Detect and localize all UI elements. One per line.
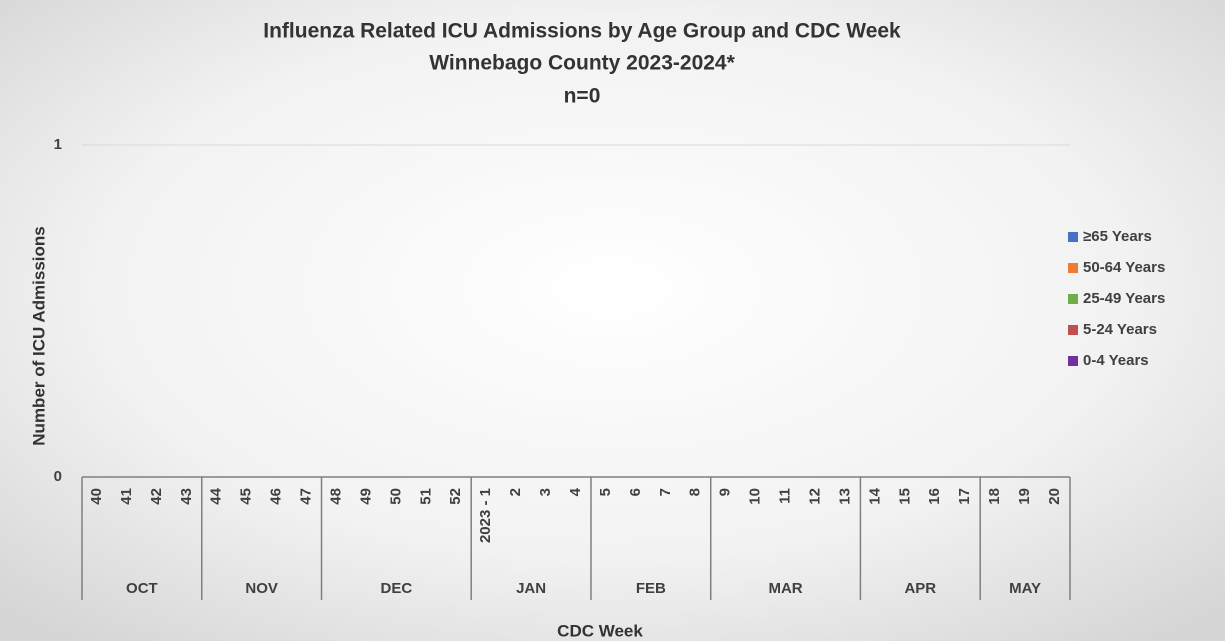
chart-count: n=0 bbox=[564, 85, 601, 108]
x-tick-label: 49 bbox=[357, 488, 374, 505]
x-tick-label: 2 bbox=[507, 488, 524, 496]
y-tick-label: 0 bbox=[54, 468, 62, 485]
legend-swatch bbox=[1068, 325, 1078, 335]
legend-label: 25-49 Years bbox=[1083, 290, 1165, 307]
legend-label: 0-4 Years bbox=[1083, 352, 1149, 369]
legend-swatch bbox=[1068, 356, 1078, 366]
x-tick-label: 3 bbox=[537, 488, 554, 496]
x-tick-label: 47 bbox=[298, 488, 315, 505]
x-tick-label: 6 bbox=[627, 488, 644, 496]
legend-label: ≥65 Years bbox=[1083, 228, 1152, 245]
x-tick-label: 19 bbox=[1016, 488, 1033, 505]
legend-label: 5-24 Years bbox=[1083, 321, 1157, 338]
y-axis-title: Number of ICU Admissions bbox=[29, 226, 48, 445]
group-label: JAN bbox=[516, 580, 546, 597]
x-tick-label: 42 bbox=[148, 488, 165, 505]
x-tick-label: 2023 - 1 bbox=[477, 488, 494, 543]
group-label: NOV bbox=[245, 580, 278, 597]
x-tick-label: 14 bbox=[866, 487, 883, 504]
x-tick-label: 40 bbox=[88, 488, 105, 505]
legend-label: 50-64 Years bbox=[1083, 259, 1165, 276]
x-tick-label: 50 bbox=[387, 488, 404, 505]
x-tick-label: 43 bbox=[178, 488, 195, 505]
x-axis-title: CDC Week bbox=[557, 621, 643, 640]
x-tick-label: 48 bbox=[327, 488, 344, 505]
x-tick-label: 46 bbox=[268, 488, 285, 505]
x-tick-label: 18 bbox=[986, 488, 1003, 505]
legend-swatch bbox=[1068, 232, 1078, 242]
x-tick-label: 16 bbox=[926, 488, 943, 505]
x-tick-label: 52 bbox=[447, 488, 464, 505]
group-label: APR bbox=[904, 580, 936, 597]
y-tick-label: 1 bbox=[54, 136, 62, 153]
x-tick-label: 9 bbox=[717, 488, 734, 496]
x-tick-label: 4 bbox=[567, 487, 584, 496]
x-tick-label: 45 bbox=[238, 488, 255, 505]
legend-swatch bbox=[1068, 263, 1078, 273]
chart-title: Influenza Related ICU Admissions by Age … bbox=[263, 20, 901, 43]
group-label: FEB bbox=[636, 580, 666, 597]
x-tick-label: 8 bbox=[687, 488, 704, 496]
x-tick-label: 5 bbox=[597, 488, 614, 496]
chart-subtitle: Winnebago County 2023-2024* bbox=[429, 52, 735, 75]
x-tick-label: 12 bbox=[806, 488, 823, 505]
legend-swatch bbox=[1068, 294, 1078, 304]
x-tick-label: 20 bbox=[1046, 488, 1063, 505]
x-tick-label: 15 bbox=[896, 488, 913, 505]
x-tick-label: 51 bbox=[417, 488, 434, 505]
x-tick-label: 41 bbox=[118, 488, 135, 505]
group-label: MAR bbox=[768, 580, 802, 597]
group-label: DEC bbox=[381, 580, 413, 597]
x-tick-label: 11 bbox=[777, 488, 794, 504]
x-tick-label: 10 bbox=[747, 488, 764, 505]
x-tick-label: 7 bbox=[657, 488, 674, 496]
group-label: OCT bbox=[126, 580, 158, 597]
x-tick-label: 17 bbox=[956, 488, 973, 505]
x-tick-label: 13 bbox=[836, 488, 853, 505]
group-label: MAY bbox=[1009, 580, 1041, 597]
x-tick-label: 44 bbox=[208, 487, 225, 504]
